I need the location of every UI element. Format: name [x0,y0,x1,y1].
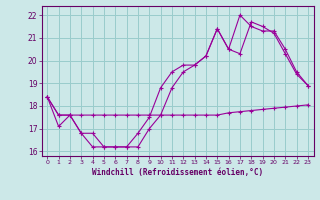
X-axis label: Windchill (Refroidissement éolien,°C): Windchill (Refroidissement éolien,°C) [92,168,263,177]
